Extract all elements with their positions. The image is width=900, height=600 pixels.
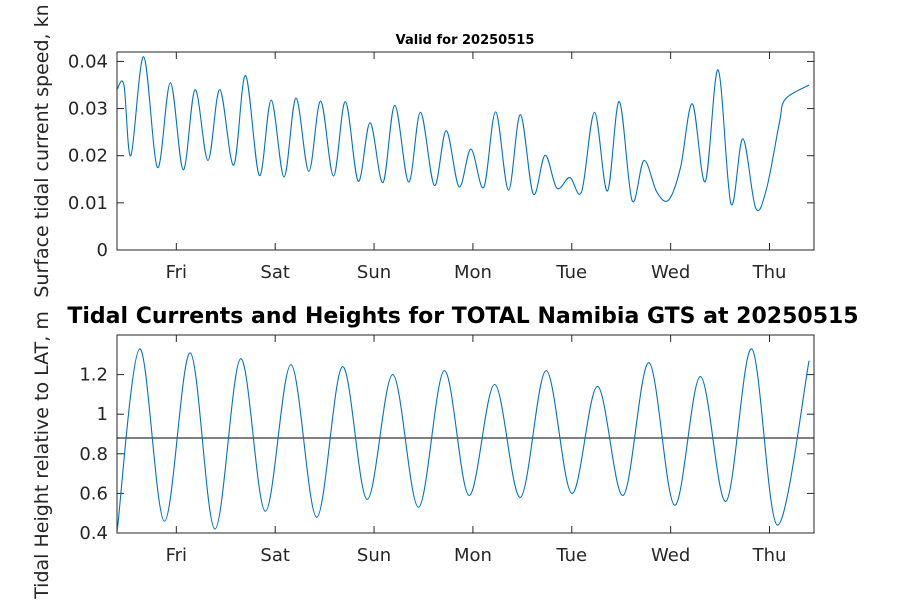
series-line: [117, 56, 810, 212]
x-tick-label: Fri: [166, 262, 187, 283]
x-tick-label: Fri: [166, 545, 187, 566]
y-tick-label: 0.04: [68, 51, 108, 72]
tidal-height-x-ticks: Fri Sat Sun Mon Tue Wed Thu: [166, 335, 787, 566]
current-speed-axes-box: [116, 51, 815, 251]
x-tick-label: Thu: [752, 262, 787, 283]
series-line: [117, 348, 810, 533]
y-tick-label: 0.03: [68, 99, 108, 120]
current-speed-title: Valid for 20250515: [396, 33, 535, 48]
tidal-height-series: [117, 348, 810, 533]
y-tick-label: 0.01: [68, 193, 108, 214]
tidal-height-y-label: Tidal Height relative to LAT, m: [31, 311, 53, 600]
y-tick-label: 0.8: [79, 444, 108, 465]
tidal-height-axes-box: [116, 334, 815, 534]
x-tick-label: Mon: [454, 262, 492, 283]
y-tick-label: 0.6: [79, 483, 108, 504]
current-speed-x-ticks: Fri Sat Sun Mon Tue Wed Thu: [166, 52, 787, 283]
current-speed-y-ticks: 0 0.01 0.02 0.03 0.04: [68, 51, 814, 261]
y-tick-label: 0.4: [79, 523, 108, 544]
y-tick-label: 0.02: [68, 146, 108, 167]
current-speed-series: [117, 56, 810, 212]
x-tick-label: Sun: [357, 262, 391, 283]
tidal-height-panel: 0.4 0.6 0.8 1 1.2 Fri Sat Sun Mon Tue Wed Thu Tida…: [31, 311, 815, 600]
tidal-height-y-ticks: 0.4 0.6 0.8 1 1.2: [79, 365, 814, 544]
y-tick-label: 1: [97, 404, 108, 425]
current-speed-y-label: Surface tidal current speed, kn: [31, 4, 53, 297]
current-speed-panel: 00.010.020.030.04 Fri Sat Sun Mon Tue Wed Thu …: [31, 4, 815, 298]
y-tick-label: 1.2: [79, 365, 108, 386]
x-tick-label: Sat: [260, 262, 290, 283]
x-tick-label: Wed: [651, 262, 690, 283]
x-tick-label: Thu: [752, 545, 787, 566]
figure-title: Tidal Currents and Heights for TOTAL Nam…: [67, 304, 858, 329]
x-tick-label: Sat: [260, 545, 290, 566]
x-tick-label: Tue: [555, 545, 587, 566]
x-tick-label: Sun: [357, 545, 391, 566]
x-tick-label: Tue: [555, 262, 587, 283]
y-tick-label: 0: [97, 240, 108, 261]
x-tick-label: Wed: [651, 545, 690, 566]
x-tick-label: Mon: [454, 545, 492, 566]
